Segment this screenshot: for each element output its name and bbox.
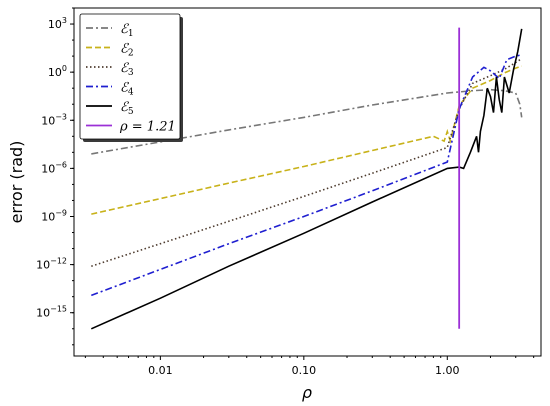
series-line-5 [90, 28, 523, 330]
plot-frame [73, 7, 542, 357]
y-tick-label: 10−12 [36, 257, 67, 272]
y-tick-label: 10−15 [36, 305, 67, 320]
series-line-1 [91, 88, 523, 155]
legend-label: ℰ1 [120, 22, 134, 39]
legend-label: ℰ3 [120, 61, 134, 78]
y-tick-label: 10−6 [41, 160, 67, 175]
x-tick-label: 0.01 [148, 364, 173, 377]
y-tick-label: 100 [48, 64, 67, 79]
x-tick-label: 1.00 [435, 364, 460, 377]
y-tick-label: 10−9 [41, 208, 67, 223]
legend-box [79, 13, 181, 140]
x-axis-label: ρ [302, 383, 312, 402]
legend-label: ℰ5 [120, 100, 134, 117]
y-axis-label: error (rad) [7, 141, 26, 224]
y-tick-label: 103 [48, 16, 67, 31]
legend-label: ρ = 1.21 [119, 120, 176, 135]
series-line-4 [91, 54, 522, 297]
legend-label: ℰ4 [120, 81, 134, 98]
x-tick-label: 0.10 [292, 364, 317, 377]
legend-label: ℰ2 [120, 42, 134, 59]
series-line-3 [91, 57, 523, 267]
y-tick-label: 10−3 [41, 112, 67, 127]
